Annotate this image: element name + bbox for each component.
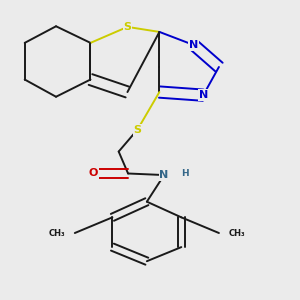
Text: N: N bbox=[199, 90, 208, 100]
Text: O: O bbox=[89, 169, 98, 178]
Text: N: N bbox=[160, 170, 169, 180]
Text: CH₃: CH₃ bbox=[228, 229, 245, 238]
Text: S: S bbox=[134, 124, 142, 135]
Text: N: N bbox=[189, 40, 199, 50]
Text: S: S bbox=[123, 22, 131, 32]
Text: CH₃: CH₃ bbox=[49, 229, 65, 238]
Text: H: H bbox=[181, 169, 189, 178]
